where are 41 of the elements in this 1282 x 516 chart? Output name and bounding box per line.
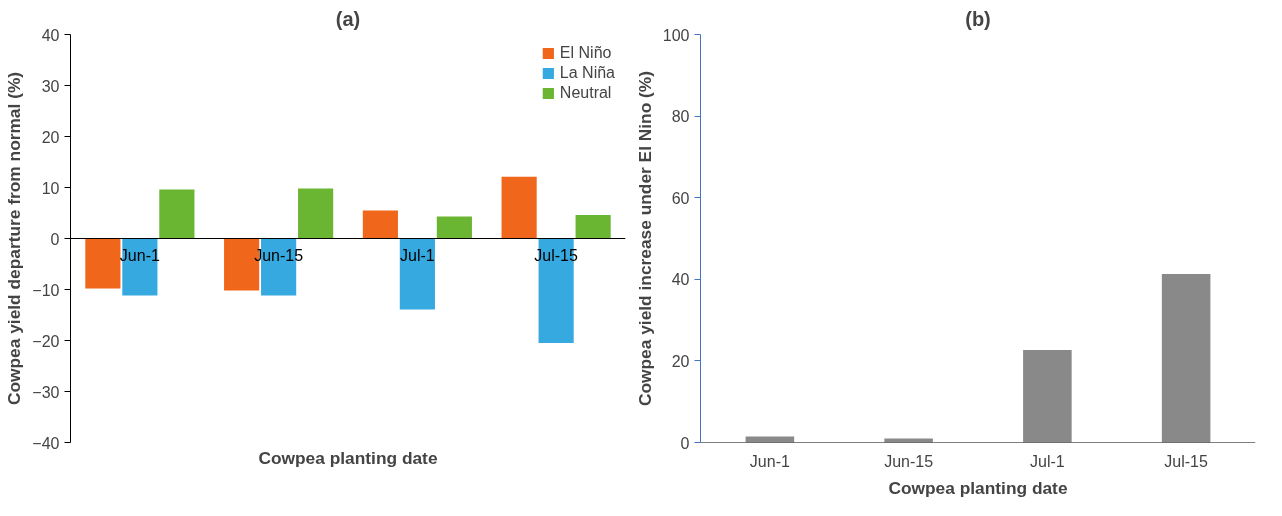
bar — [1023, 349, 1072, 443]
legend-label: El Niño — [559, 44, 612, 62]
x-tick-label: Jun-1 — [749, 452, 790, 470]
x-axis-title: Cowpea planting date — [888, 477, 1068, 498]
y-tick-label: 0 — [680, 434, 690, 452]
bar — [436, 216, 472, 239]
y-tick-label: 20 — [671, 352, 690, 370]
y-tick-label: 40 — [41, 26, 60, 44]
y-tick-label: 0 — [50, 230, 60, 248]
y-tick-label: 30 — [41, 77, 60, 95]
bar — [884, 438, 933, 443]
bar — [159, 189, 195, 239]
x-axis-title: Cowpea planting date — [258, 447, 438, 468]
y-tick-label: 60 — [671, 189, 690, 207]
bar — [85, 238, 121, 289]
y-tick-label: 80 — [671, 108, 690, 126]
x-tick-label: Jul-1 — [400, 246, 435, 264]
legend-label: La Niña — [559, 64, 615, 82]
x-tick-label: Jun-15 — [884, 452, 934, 470]
chart-title: (a) — [335, 7, 361, 30]
bar — [298, 188, 334, 239]
x-tick-label: Jul-1 — [1030, 452, 1065, 470]
y-tick-label: −10 — [32, 281, 60, 299]
y-tick-label: 10 — [41, 179, 60, 197]
bar — [575, 215, 611, 239]
y-tick-label: −20 — [32, 332, 60, 350]
chart-title: (b) — [965, 7, 991, 30]
bar — [501, 176, 537, 239]
bar — [362, 210, 398, 239]
bar — [1161, 274, 1211, 443]
bar — [399, 238, 435, 310]
x-tick-label: Jul-15 — [1164, 452, 1209, 470]
y-tick-label: −40 — [32, 434, 60, 452]
y-axis-title: Cowpea yield increase under El Nino (%) — [634, 70, 655, 407]
y-tick-label: −30 — [32, 383, 60, 401]
bar — [745, 436, 795, 443]
y-tick-label: 40 — [671, 271, 690, 289]
y-tick-label: 20 — [41, 128, 60, 146]
y-axis-title: Cowpea yield departure from normal (%) — [4, 71, 25, 406]
y-tick-label: 100 — [662, 26, 690, 44]
legend-label: Neutral — [559, 84, 612, 102]
